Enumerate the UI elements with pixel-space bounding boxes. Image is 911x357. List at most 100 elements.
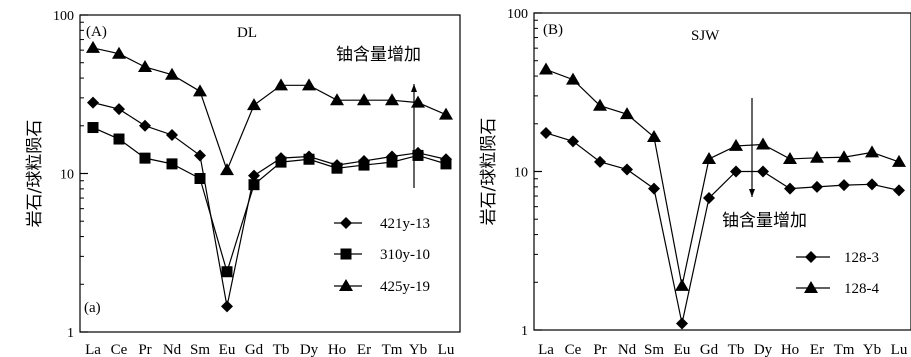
data-point-nd [620, 107, 634, 120]
series-310y-10 [87, 122, 452, 278]
annotation-label: 铀含量增加 [722, 211, 807, 231]
sub-panel-label: (a) [84, 300, 101, 316]
data-point-dy [302, 78, 316, 91]
legend-entry-128-3: 128-3 [796, 250, 879, 266]
data-point-nd [165, 67, 179, 80]
data-point-er [358, 159, 370, 171]
legend-entry-128-4: 128-4 [796, 281, 879, 297]
x-tick-label-eu: Eu [219, 342, 236, 357]
legend-marker [804, 281, 818, 293]
data-point-dy [757, 165, 769, 178]
data-point-la [87, 96, 99, 109]
annotation-label: 铀含量增加 [336, 45, 421, 65]
data-point-sm [647, 130, 661, 143]
data-point-tb [729, 138, 743, 151]
legend-label: 128-3 [844, 250, 879, 266]
x-tick-label-eu: Eu [674, 342, 691, 357]
data-point-ce [113, 133, 125, 145]
panel-label: (A) [86, 24, 107, 40]
data-point-yb [411, 95, 425, 108]
x-tick-label-yb: Yb [409, 342, 427, 357]
x-tick-label-ce: Ce [565, 342, 582, 357]
y-tick-label: 100 [507, 7, 528, 22]
data-point-la [539, 62, 553, 75]
x-tick-label-tm: Tm [382, 342, 403, 357]
y-tick-label: 10 [514, 166, 528, 181]
data-point-ce [567, 135, 579, 148]
x-tick-label-la: La [538, 342, 554, 357]
legend-label: 128-4 [844, 281, 879, 297]
data-point-dy [756, 137, 770, 150]
data-point-eu [676, 317, 688, 330]
x-tick-label-sm: Sm [190, 342, 210, 357]
data-point-gd [247, 98, 261, 111]
x-tick-label-ho: Ho [781, 342, 799, 357]
data-point-pr [139, 119, 151, 132]
data-point-tm [838, 179, 850, 192]
data-point-pr [593, 98, 607, 111]
data-point-er [810, 150, 824, 163]
x-tick-label-ce: Ce [111, 342, 128, 357]
y-axis-label: 岩石/球粒陨石 [479, 118, 499, 226]
data-point-gd [248, 179, 260, 191]
x-tick-label-pr: Pr [593, 342, 606, 357]
trend-arrow-head [411, 84, 417, 92]
y-tick-label: 10 [60, 168, 74, 183]
data-point-eu [220, 163, 234, 176]
x-tick-label-sm: Sm [644, 342, 664, 357]
data-point-eu [221, 266, 233, 278]
chart-panel-a: 1 10 100 La Ce Pr Nd Sm Eu Gd Tb Dy Ho Er Tm Yb Lu 岩石/球粒陨… [25, 9, 461, 357]
series-line [92, 102, 447, 307]
data-point-er [357, 93, 371, 106]
x-tick-label-tm: Tm [834, 342, 855, 357]
x-tick-label-lu: Lu [438, 342, 455, 357]
panel-label: (B) [543, 22, 563, 38]
legend-label: 421y-13 [380, 216, 430, 232]
site-label: DL [237, 25, 257, 41]
legend-label: 310y-10 [380, 247, 430, 263]
x-tick-label-nd: Nd [618, 342, 637, 357]
data-point-dy [303, 153, 315, 165]
x-tick-label-tb: Tb [273, 342, 290, 357]
data-point-ho [330, 93, 344, 106]
data-point-ho [783, 151, 797, 164]
legend-marker [805, 251, 817, 263]
x-tick-label-nd: Nd [163, 342, 182, 357]
data-point-tb [730, 165, 742, 178]
data-point-la [86, 40, 100, 53]
data-point-ce [112, 46, 126, 59]
site-label: SJW [691, 28, 720, 44]
x-tick-label-dy: Dy [300, 342, 319, 357]
x-tick-label-er: Er [357, 342, 371, 357]
data-point-ce [566, 72, 580, 85]
data-point-tb [274, 78, 288, 91]
data-point-tm [386, 156, 398, 168]
series-128-3 [540, 126, 905, 330]
data-point-la [87, 122, 99, 134]
legend-entry-425y-19: 425y-19 [334, 279, 430, 295]
x-tick-label-gd: Gd [700, 342, 719, 357]
legend-marker [340, 248, 352, 260]
data-point-tb [275, 156, 287, 168]
x-tick-label-dy: Dy [754, 342, 773, 357]
x-tick-label-ho: Ho [328, 342, 346, 357]
x-tick-label-la: La [85, 342, 101, 357]
x-tick-label-gd: Gd [245, 342, 264, 357]
x-tick-label-pr: Pr [138, 342, 151, 357]
data-point-sm [648, 182, 660, 195]
y-tick-label: 1 [67, 326, 74, 341]
data-point-sm [193, 84, 207, 97]
data-point-yb [866, 178, 878, 191]
legend-marker [339, 279, 353, 291]
data-point-lu [892, 154, 906, 167]
data-point-ce [113, 103, 125, 116]
data-point-yb [865, 145, 879, 158]
data-point-nd [166, 128, 178, 141]
y-tick-label: 100 [53, 9, 74, 24]
y-tick-label: 1 [521, 324, 528, 339]
x-tick-label-yb: Yb [863, 342, 881, 357]
data-point-gd [703, 192, 715, 205]
data-point-sm [194, 149, 206, 162]
legend-entry-310y-10: 310y-10 [334, 247, 430, 263]
